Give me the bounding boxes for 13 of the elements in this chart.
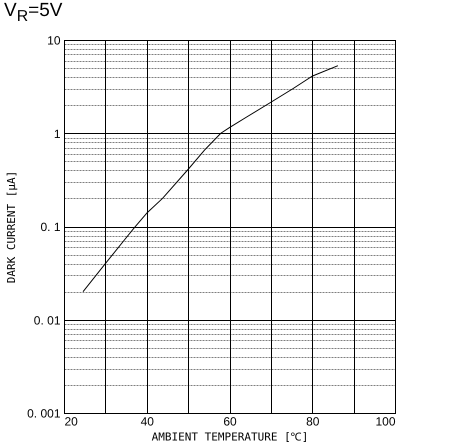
y-axis-title: DARK CURRENT [μA] xyxy=(5,170,18,284)
y-tick-label: 0. 01 xyxy=(34,313,61,328)
y-tick-label: 1 xyxy=(54,126,61,141)
x-tick-label: 40 xyxy=(140,414,154,428)
x-tick-label: 20 xyxy=(64,414,78,428)
y-tick-label: 0. 001 xyxy=(27,406,61,420)
x-axis-title: AMBIENT TEMPERATURE [℃] xyxy=(152,430,308,444)
x-tick-label: 80 xyxy=(306,414,320,428)
x-tick-label: 100 xyxy=(375,414,396,428)
chart-title: V$_{R}$=5V xyxy=(4,0,62,26)
y-tick-label: 0. 1 xyxy=(40,220,61,234)
x-tick-label: 60 xyxy=(223,414,237,428)
y-tick-label: 10 xyxy=(47,34,61,48)
